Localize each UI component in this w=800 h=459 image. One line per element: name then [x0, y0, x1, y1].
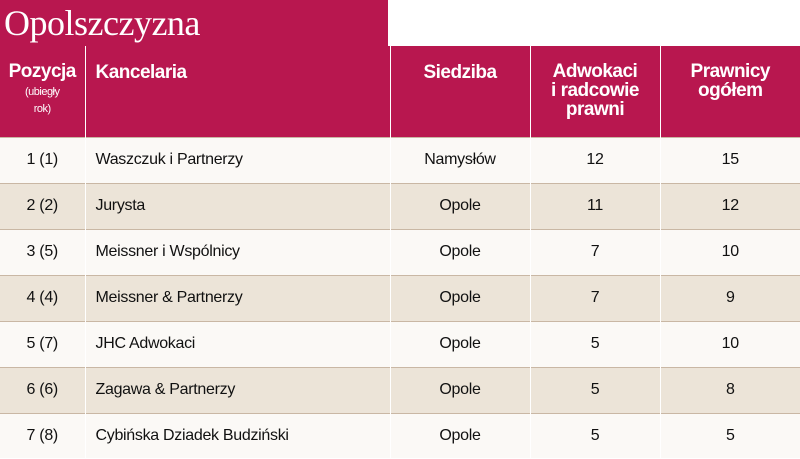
header-lawyers-line-1: Adwokaci: [552, 61, 638, 82]
table-row: 7 (8) Cybińska Dziadek Budziński Opole 5…: [0, 412, 800, 458]
header-position-label: Pozycja: [8, 61, 77, 82]
cell-total: 5: [660, 412, 800, 458]
cell-firm: JHC Adwokaci: [85, 320, 391, 367]
cell-seat: Opole: [390, 182, 531, 229]
table-title: Opolszczyzna: [0, 0, 388, 46]
header-position-sub-2: rok): [33, 103, 51, 115]
cell-position: 4 (4): [0, 274, 86, 321]
cell-total: 10: [660, 320, 800, 367]
cell-firm: Zagawa & Partnerzy: [85, 366, 391, 413]
cell-seat: Opole: [390, 412, 531, 458]
cell-lawyers: 12: [530, 136, 661, 183]
table-row: 2 (2) Jurysta Opole 11 12: [0, 182, 800, 229]
cell-position: 3 (5): [0, 228, 86, 275]
cell-total: 8: [660, 366, 800, 413]
cell-lawyers: 11: [530, 182, 661, 229]
header-lawyers-line-3: prawni: [565, 99, 625, 120]
table-body: 1 (1) Waszczuk i Partnerzy Namysłów 12 1…: [0, 136, 800, 458]
ranking-table: Pozycja (ubiegły rok) Kancelaria Siedzib…: [0, 46, 800, 458]
cell-position: 7 (8): [0, 412, 86, 458]
cell-seat: Namysłów: [390, 136, 531, 183]
table-row: 6 (6) Zagawa & Partnerzy Opole 5 8: [0, 366, 800, 413]
cell-total: 10: [660, 228, 800, 275]
header-position: Pozycja (ubiegły rok): [0, 46, 86, 137]
header-lawyers: Adwokaci i radcowie prawni: [530, 46, 661, 137]
header-lawyers-line-2: i radcowie: [551, 80, 639, 101]
header-total: Prawnicy ogółem: [660, 46, 800, 137]
cell-seat: Opole: [390, 274, 531, 321]
cell-total: 15: [660, 136, 800, 183]
cell-position: 1 (1): [0, 136, 86, 183]
table-row: 3 (5) Meissner i Wspólnicy Opole 7 10: [0, 228, 800, 275]
cell-firm: Jurysta: [85, 182, 391, 229]
cell-lawyers: 7: [530, 228, 661, 275]
table-row: 5 (7) JHC Adwokaci Opole 5 10: [0, 320, 800, 367]
cell-position: 5 (7): [0, 320, 86, 367]
cell-position: 2 (2): [0, 182, 86, 229]
cell-lawyers: 5: [530, 320, 661, 367]
cell-lawyers: 5: [530, 412, 661, 458]
header-total-line-2: ogółem: [697, 80, 763, 101]
cell-firm: Meissner & Partnerzy: [85, 274, 391, 321]
cell-total: 9: [660, 274, 800, 321]
cell-lawyers: 5: [530, 366, 661, 413]
cell-seat: Opole: [390, 366, 531, 413]
cell-lawyers: 7: [530, 274, 661, 321]
header-seat: Siedziba: [390, 46, 531, 137]
header-total-line-1: Prawnicy: [690, 61, 771, 82]
cell-seat: Opole: [390, 320, 531, 367]
table-row: 1 (1) Waszczuk i Partnerzy Namysłów 12 1…: [0, 136, 800, 183]
header-firm: Kancelaria: [85, 46, 391, 137]
cell-firm: Cybińska Dziadek Budziński: [85, 412, 391, 458]
table-header: Pozycja (ubiegły rok) Kancelaria Siedzib…: [0, 46, 800, 137]
cell-firm: Meissner i Wspólnicy: [85, 228, 391, 275]
cell-firm: Waszczuk i Partnerzy: [85, 136, 391, 183]
header-position-sub-1: (ubiegły: [24, 86, 60, 98]
cell-total: 12: [660, 182, 800, 229]
cell-position: 6 (6): [0, 366, 86, 413]
cell-seat: Opole: [390, 228, 531, 275]
table-row: 4 (4) Meissner & Partnerzy Opole 7 9: [0, 274, 800, 321]
header-row: Pozycja (ubiegły rok) Kancelaria Siedzib…: [0, 46, 800, 137]
